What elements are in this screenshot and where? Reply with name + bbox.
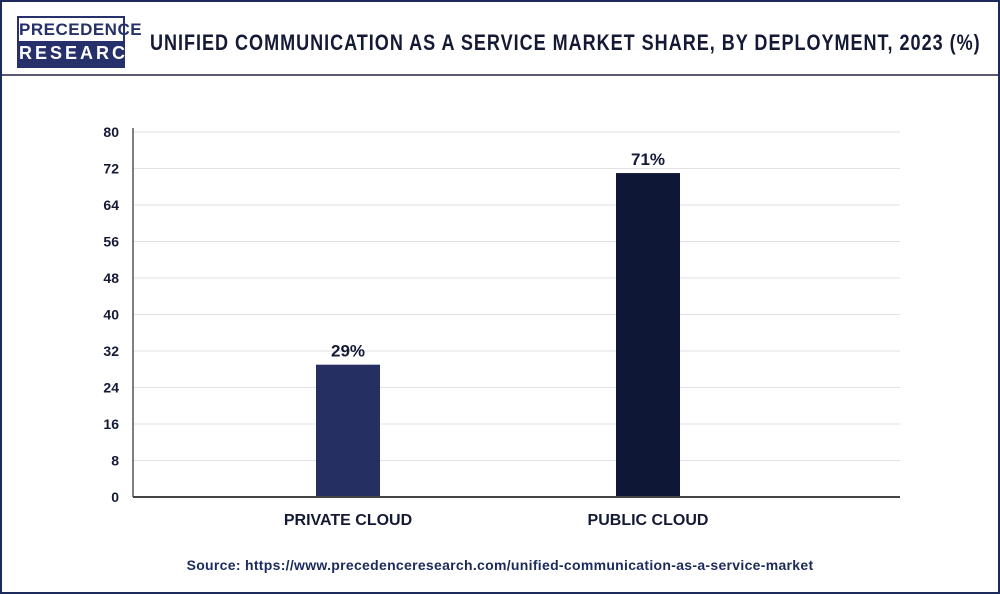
data-label: 71% bbox=[631, 150, 665, 169]
source-text: Source: https://www.precedenceresearch.c… bbox=[186, 557, 814, 573]
y-tick-label: 72 bbox=[103, 161, 119, 177]
logo-line2: RESEARCH bbox=[19, 41, 141, 66]
x-tick-label: PRIVATE CLOUD bbox=[284, 512, 412, 529]
y-tick-label: 56 bbox=[103, 234, 119, 250]
y-tick-label: 24 bbox=[103, 380, 119, 396]
y-tick-label: 16 bbox=[103, 416, 119, 432]
y-tick-label: 80 bbox=[103, 124, 119, 140]
logo-line1: PRECEDENCE bbox=[19, 20, 143, 39]
bar-public-cloud bbox=[616, 173, 680, 497]
y-tick-label: 32 bbox=[103, 343, 119, 359]
logo: PRECEDENCE RESEARCH bbox=[17, 16, 143, 68]
y-tick-label: 64 bbox=[103, 197, 119, 213]
y-tick-label: 0 bbox=[111, 489, 119, 505]
y-tick-label: 8 bbox=[111, 453, 119, 469]
y-tick-label: 40 bbox=[103, 307, 119, 323]
y-tick-label: 48 bbox=[103, 270, 119, 286]
bar-private-cloud bbox=[316, 364, 380, 497]
x-tick-label: PUBLIC CLOUD bbox=[588, 512, 709, 529]
chart-title: UNIFIED COMMUNICATION AS A SERVICE MARKE… bbox=[150, 30, 981, 55]
data-label: 29% bbox=[331, 342, 365, 361]
header: PRECEDENCE RESEARCH UNIFIED COMMUNICATIO… bbox=[2, 2, 998, 76]
